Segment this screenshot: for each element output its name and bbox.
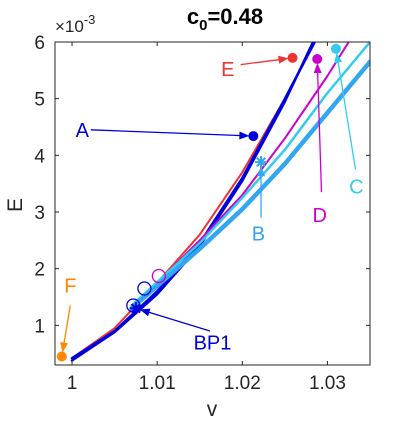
- point-bp1-arrowhead: [139, 308, 151, 317]
- series-line-1: [71, 42, 316, 360]
- point-e-arrow: [240, 58, 282, 66]
- point-d-arrowhead: [313, 62, 322, 74]
- point-f-arrow: [62, 305, 71, 346]
- x-tick-label: 1.03: [309, 373, 346, 394]
- point-f-label: F: [64, 276, 76, 298]
- point-bp1-label: BP1: [194, 332, 232, 354]
- point-bp1-marker: [129, 302, 142, 315]
- y-exponent-power: -3: [84, 12, 96, 27]
- point-a-arrow: [90, 129, 243, 137]
- y-exponent-label: ×10-3: [55, 12, 95, 36]
- y-tick-label: 3: [34, 203, 45, 224]
- series-line-6: [129, 59, 370, 311]
- axes-layer: [54, 41, 371, 366]
- series-line-2: [70, 42, 316, 360]
- y-axis-label: E: [4, 198, 27, 212]
- point-b-label: B: [252, 224, 265, 246]
- open-circle-marker-2: [137, 281, 152, 296]
- point-c-arrow: [337, 59, 357, 170]
- chart-title-suffix: =0.48: [207, 4, 263, 29]
- series-line-3: [70, 42, 315, 362]
- series-layer: [70, 42, 370, 362]
- y-tick-label: 5: [34, 90, 45, 111]
- point-c-marker: [330, 43, 341, 54]
- series-line-5: [130, 42, 370, 307]
- point-e-marker: [287, 52, 298, 63]
- annotation-layer: A B CD E F BP1: [60, 52, 364, 354]
- point-bp1-arrow: [146, 310, 211, 332]
- point-d-label: D: [313, 205, 327, 227]
- y-tick-label: 1: [34, 316, 45, 337]
- x-axis-label: v: [207, 398, 218, 421]
- point-c-label: C: [349, 177, 363, 199]
- y-tick-label: 4: [34, 146, 45, 167]
- point-a-label: A: [76, 120, 90, 142]
- point-f-marker: [56, 351, 67, 362]
- chart-title-main: c: [187, 4, 199, 29]
- point-b-arrowhead: [257, 166, 266, 177]
- chart-title-subscript: 0: [199, 17, 207, 34]
- point-a-arrowhead: [239, 131, 250, 140]
- point-f-arrowhead: [60, 342, 69, 353]
- point-d-arrow: [316, 69, 323, 193]
- point-e-label: E: [221, 59, 234, 81]
- point-a-marker: [248, 131, 259, 142]
- series-line-4: [147, 42, 350, 293]
- chart-title: c0=0.48: [187, 4, 263, 34]
- plot-frame: [54, 41, 371, 366]
- marker-layer: [56, 43, 341, 362]
- x-tick-label: 1: [67, 373, 78, 394]
- y-tick-label: 2: [34, 260, 45, 281]
- point-d-marker: [312, 54, 323, 64]
- x-tick-label: 1.01: [139, 373, 176, 394]
- x-tick-label: 1.02: [224, 373, 261, 394]
- y-tick-label: 6: [34, 33, 45, 54]
- point-c-arrowhead: [334, 52, 343, 64]
- tick-label-layer: 1 1.01 1.02 1.03 1 2 3 4 5 6: [34, 33, 346, 394]
- open-circle-marker-3: [151, 268, 167, 284]
- y-exponent-prefix: ×10: [55, 17, 84, 36]
- point-e-arrowhead: [278, 55, 289, 64]
